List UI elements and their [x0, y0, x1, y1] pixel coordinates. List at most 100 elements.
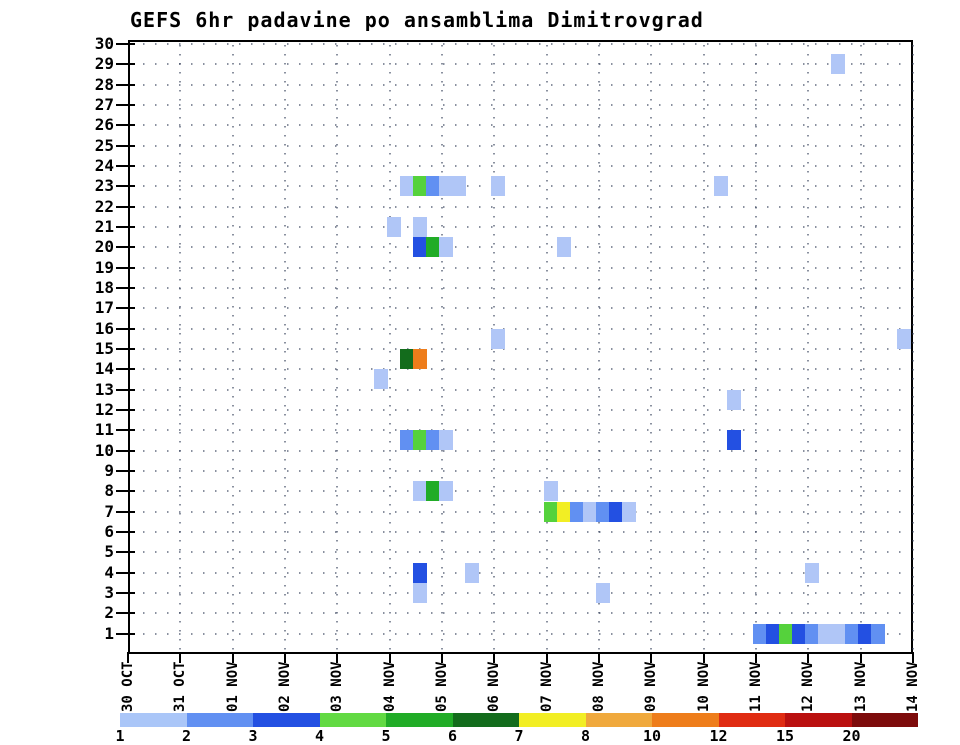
colorbar-tick-label: 10: [642, 727, 662, 745]
gridline-horizontal: [131, 246, 910, 249]
colorbar-segment: [851, 713, 918, 727]
colorbar-tick-label: 2: [181, 727, 192, 745]
precip-cell: [438, 237, 453, 258]
colorbar-segment: [519, 713, 586, 727]
y-axis-tick: [116, 266, 135, 269]
gridline-vertical: [597, 45, 600, 652]
precip-cell: [412, 582, 427, 603]
x-axis-tick-label: 12 NOV: [800, 661, 817, 712]
gridline-horizontal: [131, 83, 910, 86]
y-axis-tick: [116, 490, 135, 493]
x-axis-tick-label: 30 OCT: [120, 661, 136, 712]
colorbar-segment: [120, 713, 187, 727]
y-axis-tick: [116, 591, 135, 594]
gridline-vertical: [650, 45, 653, 652]
y-axis-tick-label: 15: [94, 338, 114, 358]
gridline-horizontal: [131, 368, 910, 371]
y-axis-tick-label: 24: [94, 155, 114, 175]
colorbar-tick-label: 7: [514, 727, 524, 745]
colorbar-tick-label: 15: [775, 727, 795, 745]
y-axis-tick-label: 26: [94, 115, 114, 135]
gridline-horizontal: [131, 551, 910, 554]
x-axis-tick: [388, 652, 391, 663]
gridline-vertical: [754, 45, 757, 652]
colorbar-segment: [186, 713, 253, 727]
y-axis-tick: [116, 144, 135, 147]
x-axis-tick: [493, 652, 496, 663]
colorbar-segment: [585, 713, 652, 727]
colorbar-tick-label: 6: [447, 727, 458, 745]
precip-cell: [425, 176, 440, 197]
precip-cell: [425, 481, 440, 502]
x-axis-tick-label: 13 NOV: [852, 661, 869, 712]
colorbar-tick-label: 20: [842, 727, 861, 745]
x-axis-tick: [545, 652, 548, 663]
y-axis-tick-label: 6: [104, 521, 114, 541]
y-axis-tick: [116, 632, 135, 635]
chart-title: GEFS 6hr padavine po ansamblima Dimitrov…: [130, 8, 704, 32]
x-axis-tick-label: 04 NOV: [381, 661, 398, 712]
gridline-horizontal: [131, 225, 910, 228]
x-axis-tick: [650, 652, 653, 663]
y-axis-tick-label: 13: [94, 379, 114, 399]
y-axis-tick-label: 19: [94, 257, 114, 277]
colorbar-segment: [253, 713, 320, 727]
gridline-horizontal: [131, 144, 910, 147]
precip-cell: [766, 623, 781, 644]
precip-cell: [412, 481, 427, 502]
y-axis-tick-label: 16: [94, 318, 114, 338]
colorbar: [120, 713, 918, 727]
y-axis-tick-label: 29: [94, 54, 114, 74]
precip-cell: [792, 623, 807, 644]
x-axis-tick-label: 03 NOV: [329, 661, 346, 712]
y-axis-tick-label: 23: [94, 176, 114, 196]
x-axis-tick-label: 31 OCT: [172, 661, 189, 712]
gridline-horizontal: [131, 612, 910, 615]
precip-cell: [425, 430, 440, 451]
precip-cell: [412, 349, 427, 370]
y-axis-tick-label: 1: [104, 623, 114, 643]
precip-cell: [752, 623, 767, 644]
gridline-horizontal: [131, 307, 910, 310]
colorbar-segment: [652, 713, 719, 727]
precip-cell: [491, 328, 506, 349]
gridline-horizontal: [131, 124, 910, 127]
x-axis-tick: [859, 652, 862, 663]
gridline-vertical: [545, 45, 548, 652]
gridline-horizontal: [131, 388, 910, 391]
x-axis-tick: [336, 652, 339, 663]
y-axis-tick-label: 27: [94, 94, 114, 114]
y-axis-tick: [116, 327, 135, 330]
y-axis-tick-label: 4: [104, 562, 114, 582]
precip-cell: [818, 623, 833, 644]
y-axis-tick-label: 30: [94, 34, 114, 53]
x-axis-tick-label: 07 NOV: [538, 661, 555, 712]
colorbar-tick-label: 12: [709, 727, 728, 745]
precip-cell: [569, 501, 584, 522]
x-axis-tick-label: 02 NOV: [276, 661, 293, 712]
y-axis-tick: [116, 368, 135, 371]
y-axis-tick: [116, 449, 135, 452]
precip-cell: [412, 430, 427, 451]
precip-cell: [452, 176, 467, 197]
gridline-vertical: [911, 45, 914, 652]
y-axis-tick-label: 7: [104, 501, 114, 521]
x-axis-tick: [754, 652, 757, 663]
y-axis-tick: [116, 510, 135, 513]
gridline-vertical: [179, 45, 182, 652]
y-axis-tick: [116, 124, 135, 127]
x-axis-tick: [597, 652, 600, 663]
precip-cell: [438, 481, 453, 502]
precip-cell: [805, 623, 820, 644]
x-axis-tick: [702, 652, 705, 663]
gridline-horizontal: [131, 164, 910, 167]
precip-cell: [386, 216, 401, 237]
x-axis-tick: [127, 652, 129, 663]
x-axis-tick-label: 08 NOV: [590, 661, 607, 712]
y-axis-tick: [116, 205, 135, 208]
y-axis-tick-label: 10: [94, 440, 114, 460]
y-axis-tick-label: 5: [104, 542, 114, 562]
precip-cell: [465, 562, 480, 583]
gridline-horizontal: [131, 469, 910, 472]
